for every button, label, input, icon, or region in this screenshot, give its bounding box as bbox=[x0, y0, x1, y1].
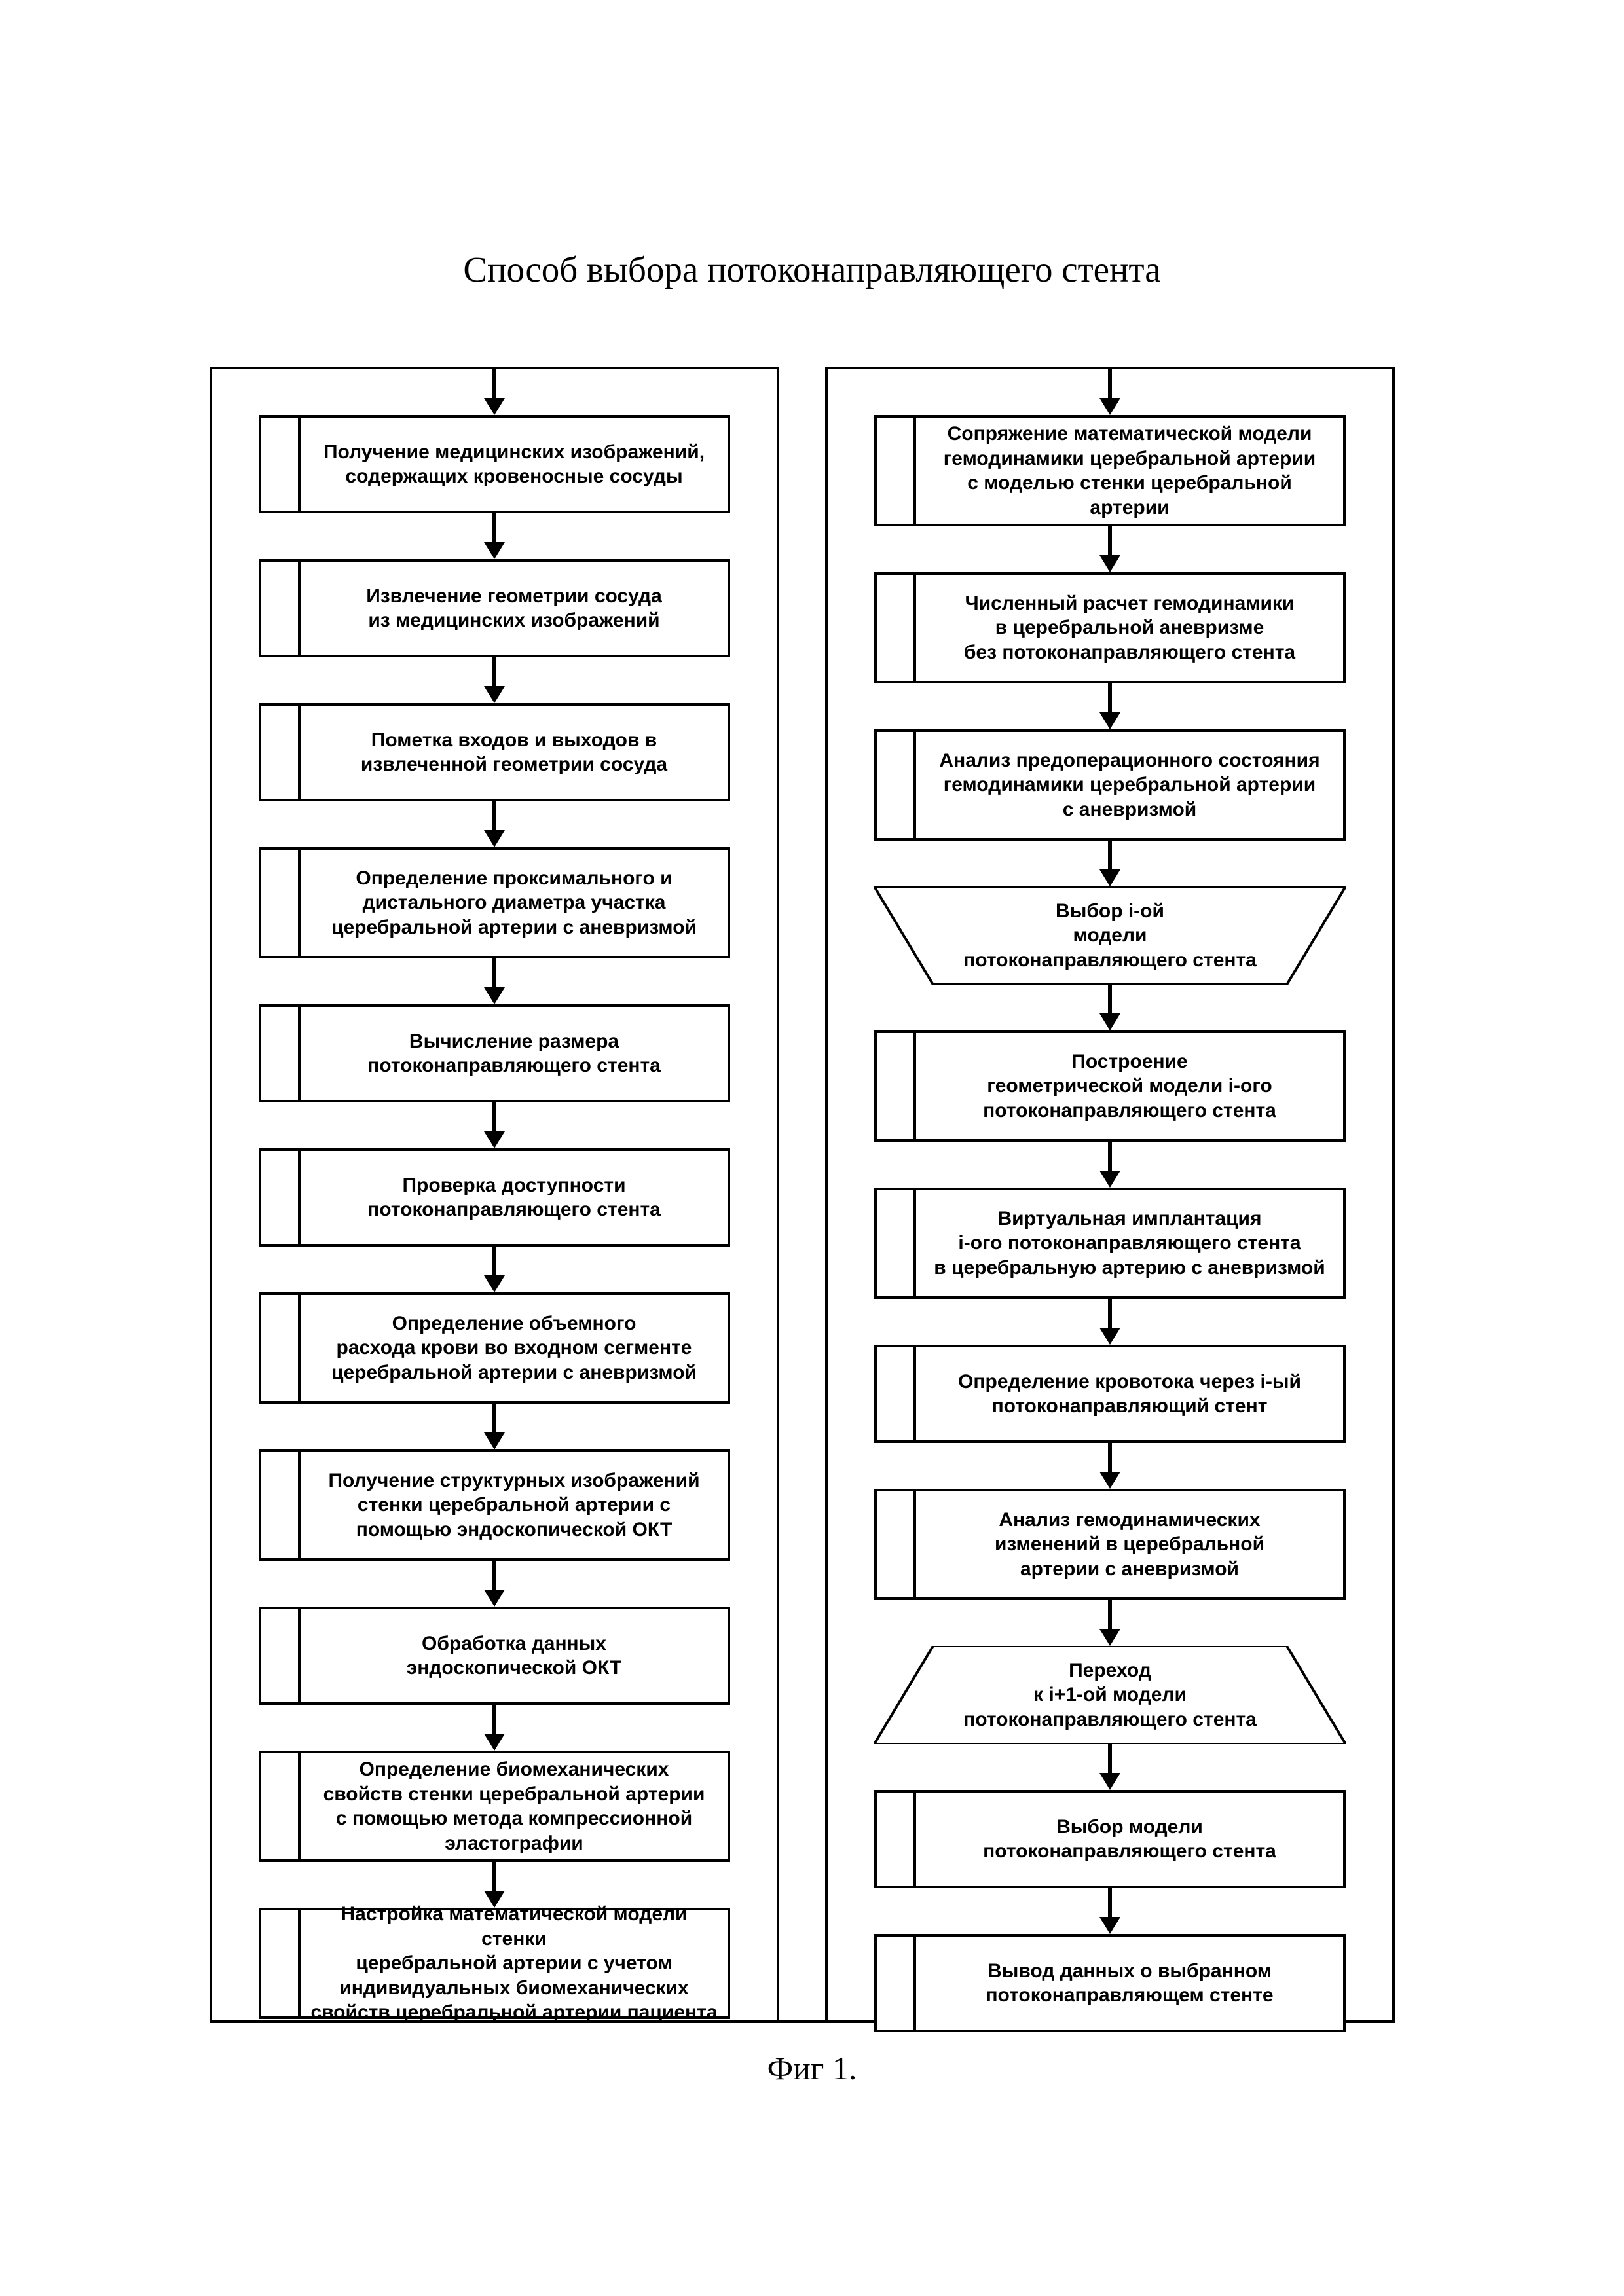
process-step: Пометка входов и выходов визвлеченной ге… bbox=[259, 703, 730, 801]
trap-text: Выбор i-оймоделипотоконаправляющего стен… bbox=[874, 886, 1346, 985]
process-text: Анализ предоперационного состояниягемоди… bbox=[926, 732, 1333, 838]
flow-arrow bbox=[481, 1561, 507, 1607]
process-notch bbox=[261, 562, 301, 655]
loop-end: Переходк i+1-ой моделипотоконаправляющег… bbox=[874, 1646, 1346, 1744]
flow-arrow bbox=[1097, 1888, 1123, 1934]
process-step: Анализ предоперационного состояниягемоди… bbox=[874, 729, 1346, 841]
process-step: Выбор моделипотоконаправляющего стента bbox=[874, 1790, 1346, 1888]
process-step: Обработка данныхэндоскопической ОКТ bbox=[259, 1607, 730, 1705]
process-text: Получение структурных изображенийстенки … bbox=[310, 1452, 718, 1558]
process-notch bbox=[261, 1007, 301, 1100]
flow-arrow bbox=[1097, 683, 1123, 729]
flow-arrow bbox=[481, 1862, 507, 1908]
flow-arrow bbox=[481, 369, 507, 415]
flow-arrow bbox=[1097, 841, 1123, 886]
process-text: Проверка доступностипотоконаправляющего … bbox=[310, 1151, 718, 1244]
process-notch bbox=[877, 1793, 916, 1886]
process-notch bbox=[877, 1491, 916, 1597]
flow-arrow bbox=[1097, 1299, 1123, 1345]
process-text: Определение объемногорасхода крови во вх… bbox=[310, 1295, 718, 1401]
flow-arrow bbox=[1097, 1744, 1123, 1790]
flow-arrow bbox=[481, 513, 507, 559]
connector-line bbox=[493, 2019, 496, 2023]
process-notch bbox=[261, 1452, 301, 1558]
flow-arrow bbox=[1097, 369, 1123, 415]
process-step: Извлечение геометрии сосудаиз медицински… bbox=[259, 559, 730, 657]
flow-arrow bbox=[481, 1102, 507, 1148]
process-step: Анализ гемодинамическихизменений в цереб… bbox=[874, 1489, 1346, 1600]
process-step: Построениегеометрической модели i-огопот… bbox=[874, 1030, 1346, 1142]
process-notch bbox=[261, 1295, 301, 1401]
process-notch bbox=[261, 1753, 301, 1859]
process-text: Выбор моделипотоконаправляющего стента bbox=[926, 1793, 1333, 1886]
page-title-text: Способ выбора потоконаправляющего стента bbox=[463, 249, 1160, 289]
flow-arrow bbox=[1097, 1443, 1123, 1489]
process-notch bbox=[261, 1910, 301, 2016]
process-text: Получение медицинских изображений,содерж… bbox=[310, 418, 718, 511]
process-text: Извлечение геометрии сосудаиз медицински… bbox=[310, 562, 718, 655]
process-text: Анализ гемодинамическихизменений в цереб… bbox=[926, 1491, 1333, 1597]
process-step: Определение биомеханическихсвойств стенк… bbox=[259, 1751, 730, 1862]
process-notch bbox=[261, 1609, 301, 1702]
process-step: Определение объемногорасхода крови во вх… bbox=[259, 1292, 730, 1404]
process-notch bbox=[877, 575, 916, 681]
process-text: Обработка данныхэндоскопической ОКТ bbox=[310, 1609, 718, 1702]
process-notch bbox=[261, 418, 301, 511]
flow-arrow bbox=[481, 1705, 507, 1751]
process-step: Численный расчет гемодинамикив церебраль… bbox=[874, 572, 1346, 683]
process-step: Вывод данных о выбранномпотоконаправляющ… bbox=[874, 1934, 1346, 2032]
process-text: Пометка входов и выходов визвлеченной ге… bbox=[310, 706, 718, 799]
process-text: Вычисление размерапотоконаправляющего ст… bbox=[310, 1007, 718, 1100]
process-text: Виртуальная имплантацияi-ого потоконапра… bbox=[926, 1190, 1333, 1296]
process-step: Вычисление размерапотоконаправляющего ст… bbox=[259, 1004, 730, 1102]
process-notch bbox=[877, 1190, 916, 1296]
process-step: Получение медицинских изображений,содерж… bbox=[259, 415, 730, 513]
process-notch bbox=[877, 1937, 916, 2030]
process-text: Определение кровотока через i-ыйпотокона… bbox=[926, 1347, 1333, 1440]
process-step: Виртуальная имплантацияi-ого потоконапра… bbox=[874, 1188, 1346, 1299]
process-notch bbox=[261, 706, 301, 799]
process-notch bbox=[877, 418, 916, 524]
process-step: Настройка математической модели стенкице… bbox=[259, 1908, 730, 2019]
process-step: Получение структурных изображенийстенки … bbox=[259, 1449, 730, 1561]
flow-arrow bbox=[481, 1247, 507, 1292]
connector-line bbox=[777, 2020, 828, 2023]
process-text: Построениегеометрической модели i-огопот… bbox=[926, 1033, 1333, 1139]
figure-caption: Фиг 1. bbox=[0, 2049, 1624, 2087]
process-step: Определение проксимального идистального … bbox=[259, 847, 730, 958]
process-notch bbox=[261, 850, 301, 956]
process-step: Сопряжение математической моделигемодина… bbox=[874, 415, 1346, 526]
flow-arrow bbox=[1097, 526, 1123, 572]
process-text: Настройка математической модели стенкице… bbox=[310, 1910, 718, 2016]
process-text: Численный расчет гемодинамикив церебраль… bbox=[926, 575, 1333, 681]
page-title: Способ выбора потоконаправляющего стента bbox=[0, 249, 1624, 290]
flow-arrow bbox=[481, 801, 507, 847]
flow-arrow bbox=[1097, 985, 1123, 1030]
trap-text: Переходк i+1-ой моделипотоконаправляющег… bbox=[874, 1646, 1346, 1744]
process-text: Вывод данных о выбранномпотоконаправляющ… bbox=[926, 1937, 1333, 2030]
process-text: Определение биомеханическихсвойств стенк… bbox=[310, 1753, 718, 1859]
flow-arrow bbox=[1097, 1142, 1123, 1188]
flow-arrow bbox=[1097, 1600, 1123, 1646]
loop-start: Выбор i-оймоделипотоконаправляющего стен… bbox=[874, 886, 1346, 985]
process-text: Определение проксимального идистального … bbox=[310, 850, 718, 956]
process-step: Определение кровотока через i-ыйпотокона… bbox=[874, 1345, 1346, 1443]
process-text: Сопряжение математической моделигемодина… bbox=[926, 418, 1333, 524]
figure-caption-text: Фиг 1. bbox=[767, 2050, 857, 2086]
process-notch bbox=[261, 1151, 301, 1244]
process-notch bbox=[877, 732, 916, 838]
flow-arrow bbox=[481, 958, 507, 1004]
process-notch bbox=[877, 1347, 916, 1440]
process-notch bbox=[877, 1033, 916, 1139]
flow-arrow bbox=[481, 1404, 507, 1449]
flow-arrow bbox=[481, 657, 507, 703]
process-step: Проверка доступностипотоконаправляющего … bbox=[259, 1148, 730, 1247]
